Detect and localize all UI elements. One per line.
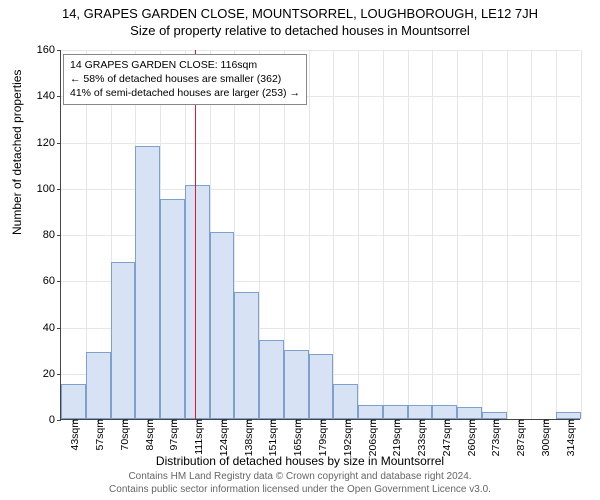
histogram-bar [482,412,507,419]
gridline-v [358,50,359,419]
ytick-label: 60 [43,275,61,287]
gridline-v [581,50,582,419]
xtick-label: 219sqm [387,419,403,456]
ytick-label: 80 [43,229,61,241]
histogram-bar [408,405,433,419]
xtick-label: 124sqm [214,419,230,456]
histogram-bar [383,405,408,419]
histogram-bar [86,352,111,419]
ytick-label: 140 [37,90,61,102]
xtick-label: 57sqm [90,419,106,451]
footer-line-1: Contains HM Land Registry data © Crown c… [0,471,600,484]
xtick-label: 138sqm [239,419,255,456]
ytick-label: 0 [49,414,61,426]
ytick-label: 160 [37,44,61,56]
gridline-v [408,50,409,419]
gridline-v [556,50,557,419]
gridline-v [333,50,334,419]
histogram-bar [333,384,358,419]
gridline-v [482,50,483,419]
xtick-label: 260sqm [462,419,478,456]
annotation-line: 14 GRAPES GARDEN CLOSE: 116sqm [70,58,300,72]
xtick-label: 84sqm [140,419,156,451]
ytick-label: 40 [43,322,61,334]
histogram-bar [432,405,457,419]
xtick-label: 300sqm [536,419,552,456]
ytick-label: 100 [37,183,61,195]
histogram-bar [556,412,581,419]
histogram-bar [457,407,482,419]
xtick-label: 43sqm [65,419,81,451]
gridline-v [432,50,433,419]
xtick-label: 247sqm [437,419,453,456]
histogram-bar [309,354,334,419]
marker-line [195,50,196,419]
xtick-label: 151sqm [263,419,279,456]
xtick-label: 179sqm [313,419,329,456]
xtick-label: 314sqm [561,419,577,456]
xtick-label: 97sqm [164,419,180,451]
xtick-label: 233sqm [412,419,428,456]
histogram-bar [358,405,383,419]
xtick-label: 192sqm [338,419,354,456]
xtick-label: 165sqm [288,419,304,456]
gridline-h [61,50,580,51]
annotation-line: ← 58% of detached houses are smaller (36… [70,72,300,86]
x-axis-label: Distribution of detached houses by size … [0,454,600,468]
gridline-v [457,50,458,419]
histogram-bar [160,199,185,419]
annotation-line: 41% of semi-detached houses are larger (… [70,86,300,100]
histogram-bar [135,146,160,419]
gridline-v [531,50,532,419]
gridline-h [61,143,580,144]
xtick-label: 273sqm [486,419,502,456]
ytick-label: 120 [37,137,61,149]
xtick-label: 287sqm [511,419,527,456]
ytick-label: 20 [43,368,61,380]
histogram-bar [234,292,259,419]
xtick-label: 111sqm [189,419,205,455]
y-axis-label: Number of detached properties [10,70,24,235]
histogram-bar [111,262,136,419]
footer-line-2: Contains public sector information licen… [0,484,600,497]
title-main: 14, GRAPES GARDEN CLOSE, MOUNTSORREL, LO… [0,0,600,21]
footer-text: Contains HM Land Registry data © Crown c… [0,471,600,496]
annotation-box: 14 GRAPES GARDEN CLOSE: 116sqm← 58% of d… [63,54,307,105]
title-sub: Size of property relative to detached ho… [0,21,600,38]
chart-container: 14, GRAPES GARDEN CLOSE, MOUNTSORREL, LO… [0,0,600,500]
gridline-v [507,50,508,419]
gridline-v [383,50,384,419]
plot-area: 02040608010012014016043sqm57sqm70sqm84sq… [60,50,580,420]
histogram-bar [185,185,210,419]
histogram-bar [210,232,235,419]
histogram-bar [259,340,284,419]
xtick-label: 206sqm [363,419,379,456]
histogram-bar [61,384,86,419]
xtick-label: 70sqm [115,419,131,451]
histogram-bar [284,350,309,419]
